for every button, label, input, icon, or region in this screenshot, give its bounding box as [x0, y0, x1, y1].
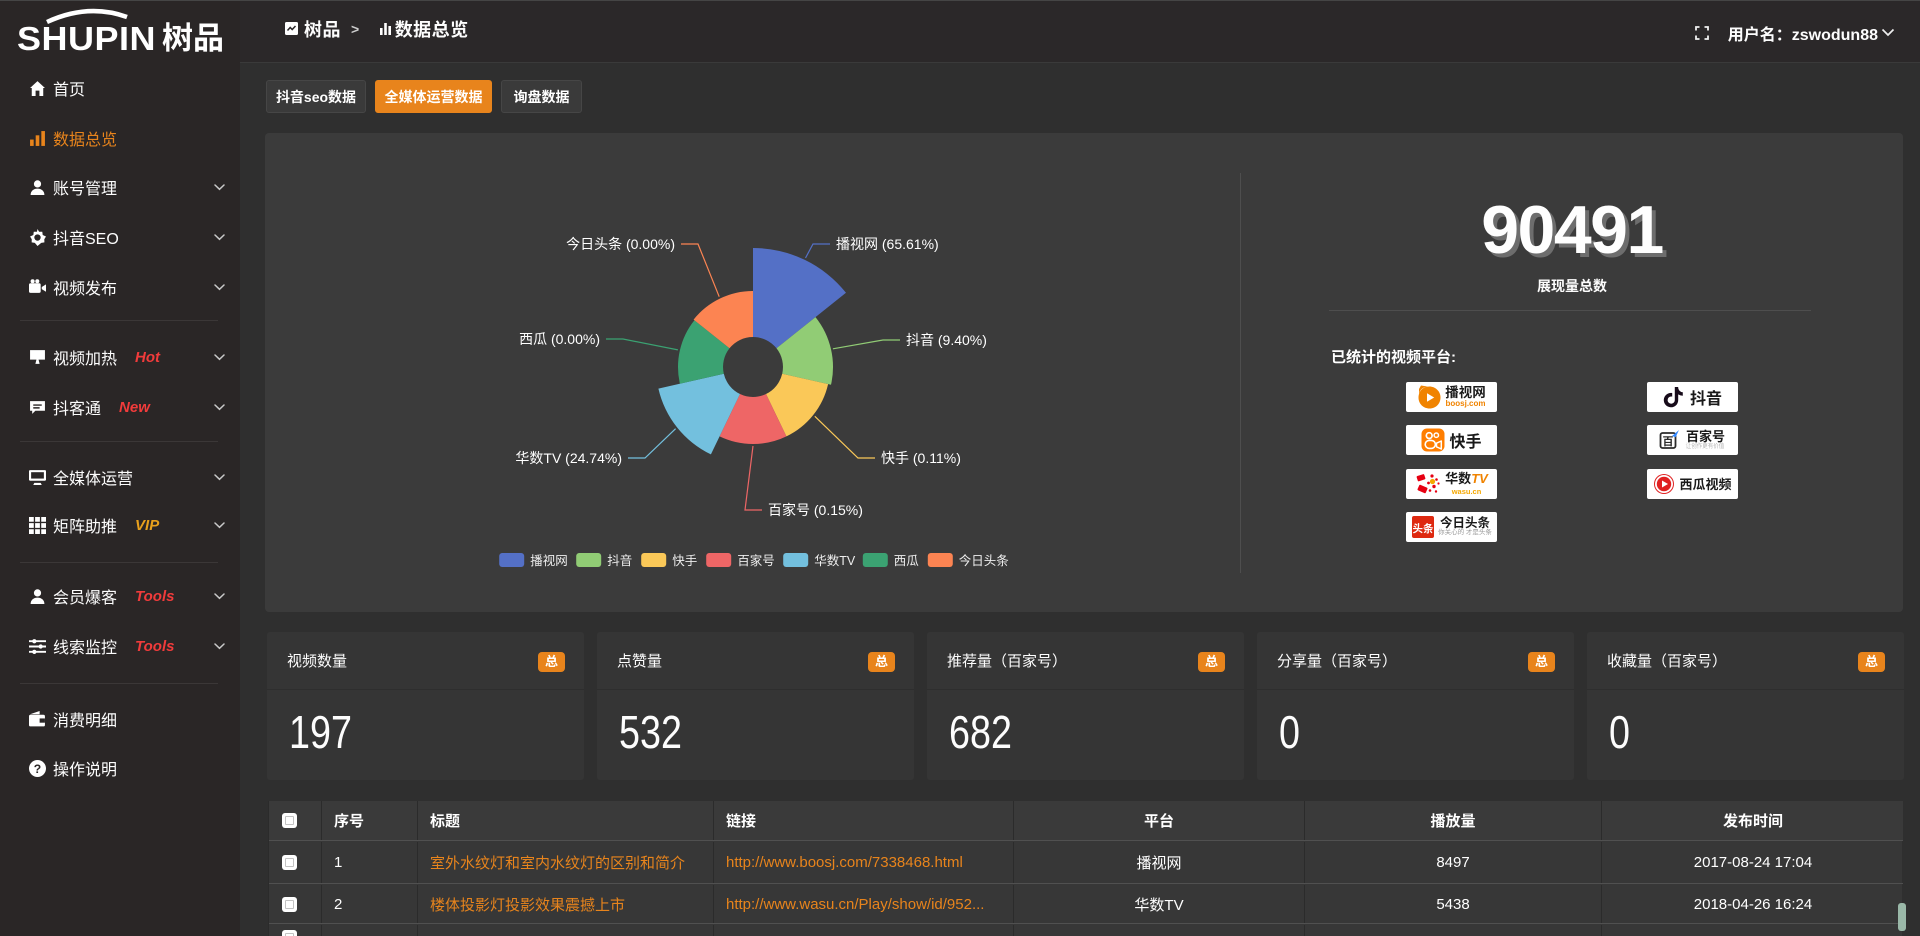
svg-text:头条: 头条 [1413, 520, 1435, 535]
svg-text:快手: 快手 [672, 554, 697, 568]
svg-text:树品: 树品 [162, 21, 224, 56]
svg-text:播视网: 播视网 [530, 553, 568, 568]
svg-text:SHUPIN: SHUPIN [17, 21, 156, 58]
svg-text:今日头条 (0.00%): 今日头条 (0.00%) [566, 236, 675, 252]
svg-text:?: ? [34, 761, 41, 775]
svg-text:百家号: 百家号 [737, 553, 775, 568]
svg-text:华数TV: 华数TV [814, 553, 856, 568]
svg-text:百: 百 [1663, 433, 1674, 449]
svg-text:今日头条: 今日头条 [959, 553, 1010, 568]
svg-text:抖音: 抖音 [607, 553, 632, 568]
svg-text:西瓜: 西瓜 [894, 554, 920, 568]
svg-text:抖音 (9.40%): 抖音 (9.40%) [906, 332, 987, 348]
svg-text:快手 (0.11%): 快手 (0.11%) [881, 450, 961, 466]
svg-text:西瓜 (0.00%): 西瓜 (0.00%) [519, 331, 600, 347]
svg-text:华数TV (24.74%): 华数TV (24.74%) [515, 450, 622, 466]
svg-text:播视网 (65.61%): 播视网 (65.61%) [836, 236, 939, 252]
svg-text:百家号 (0.15%): 百家号 (0.15%) [768, 502, 863, 518]
